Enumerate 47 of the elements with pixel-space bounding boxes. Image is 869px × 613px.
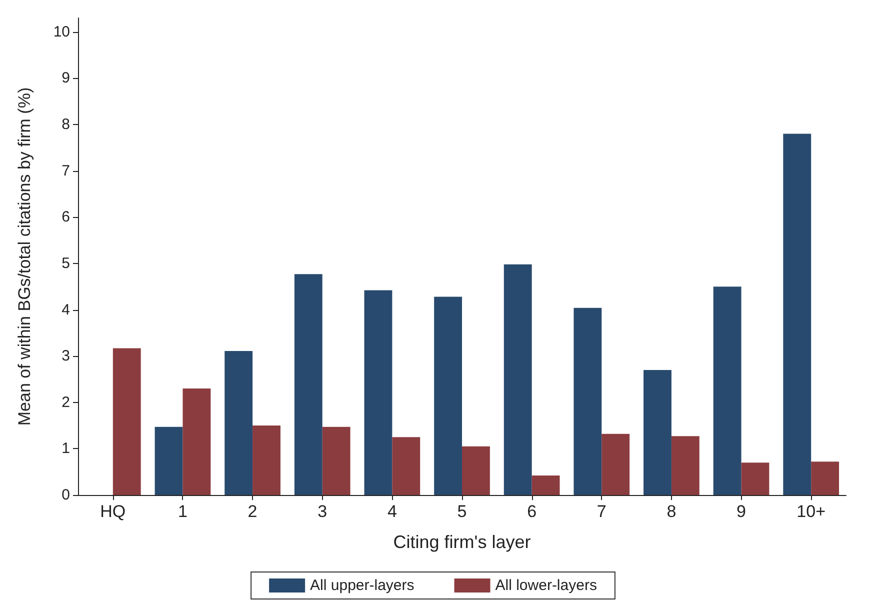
x-tick-label: 2	[248, 502, 258, 521]
bar	[602, 434, 630, 495]
x-axis-title: Citing firm's layer	[393, 532, 531, 552]
bar	[154, 426, 183, 495]
y-tick-label: 1	[62, 440, 70, 458]
bar	[713, 286, 742, 495]
bar	[182, 388, 211, 495]
y-tick-label: 0	[62, 486, 70, 504]
y-tick-label: 3	[62, 348, 70, 365]
x-tick-label: 7	[596, 502, 606, 521]
x-tick-label: 5	[457, 502, 467, 521]
x-tick-label: 4	[387, 502, 397, 521]
bar	[462, 446, 490, 495]
legend-label: All upper-layers	[310, 577, 414, 594]
bar	[112, 348, 141, 495]
y-axis-title: Mean of within BGs/total citations by firm (%)	[15, 87, 34, 426]
x-tick-label: 3	[318, 502, 328, 521]
x-tick-label: 10+	[796, 502, 826, 521]
bar	[574, 308, 602, 495]
bar	[434, 296, 462, 495]
x-tick-label: 9	[736, 502, 746, 521]
bar	[392, 437, 420, 495]
y-tick-label: 7	[62, 162, 70, 180]
bar	[294, 274, 322, 495]
y-tick-label: 6	[62, 208, 70, 226]
x-tick-label: HQ	[100, 502, 126, 521]
bar	[671, 436, 700, 495]
x-tick-label: 8	[666, 502, 676, 521]
bar	[322, 426, 350, 495]
y-tick-label: 4	[62, 301, 70, 318]
bar	[252, 426, 280, 495]
bar	[364, 290, 392, 495]
y-tick-label: 10	[53, 23, 70, 40]
y-tick-label: 2	[62, 394, 70, 411]
bar	[811, 462, 840, 495]
x-tick-label: 6	[527, 502, 537, 521]
legend-label: All lower-layers	[495, 577, 597, 594]
y-tick-label: 8	[62, 116, 70, 134]
bar	[741, 462, 770, 495]
bar	[783, 134, 812, 495]
x-tick-label: 1	[178, 502, 188, 521]
y-tick-label: 9	[62, 70, 70, 87]
bar	[532, 476, 560, 495]
y-tick-label: 5	[62, 254, 70, 272]
bar	[504, 264, 532, 495]
bar	[224, 350, 253, 495]
bar	[644, 370, 672, 495]
